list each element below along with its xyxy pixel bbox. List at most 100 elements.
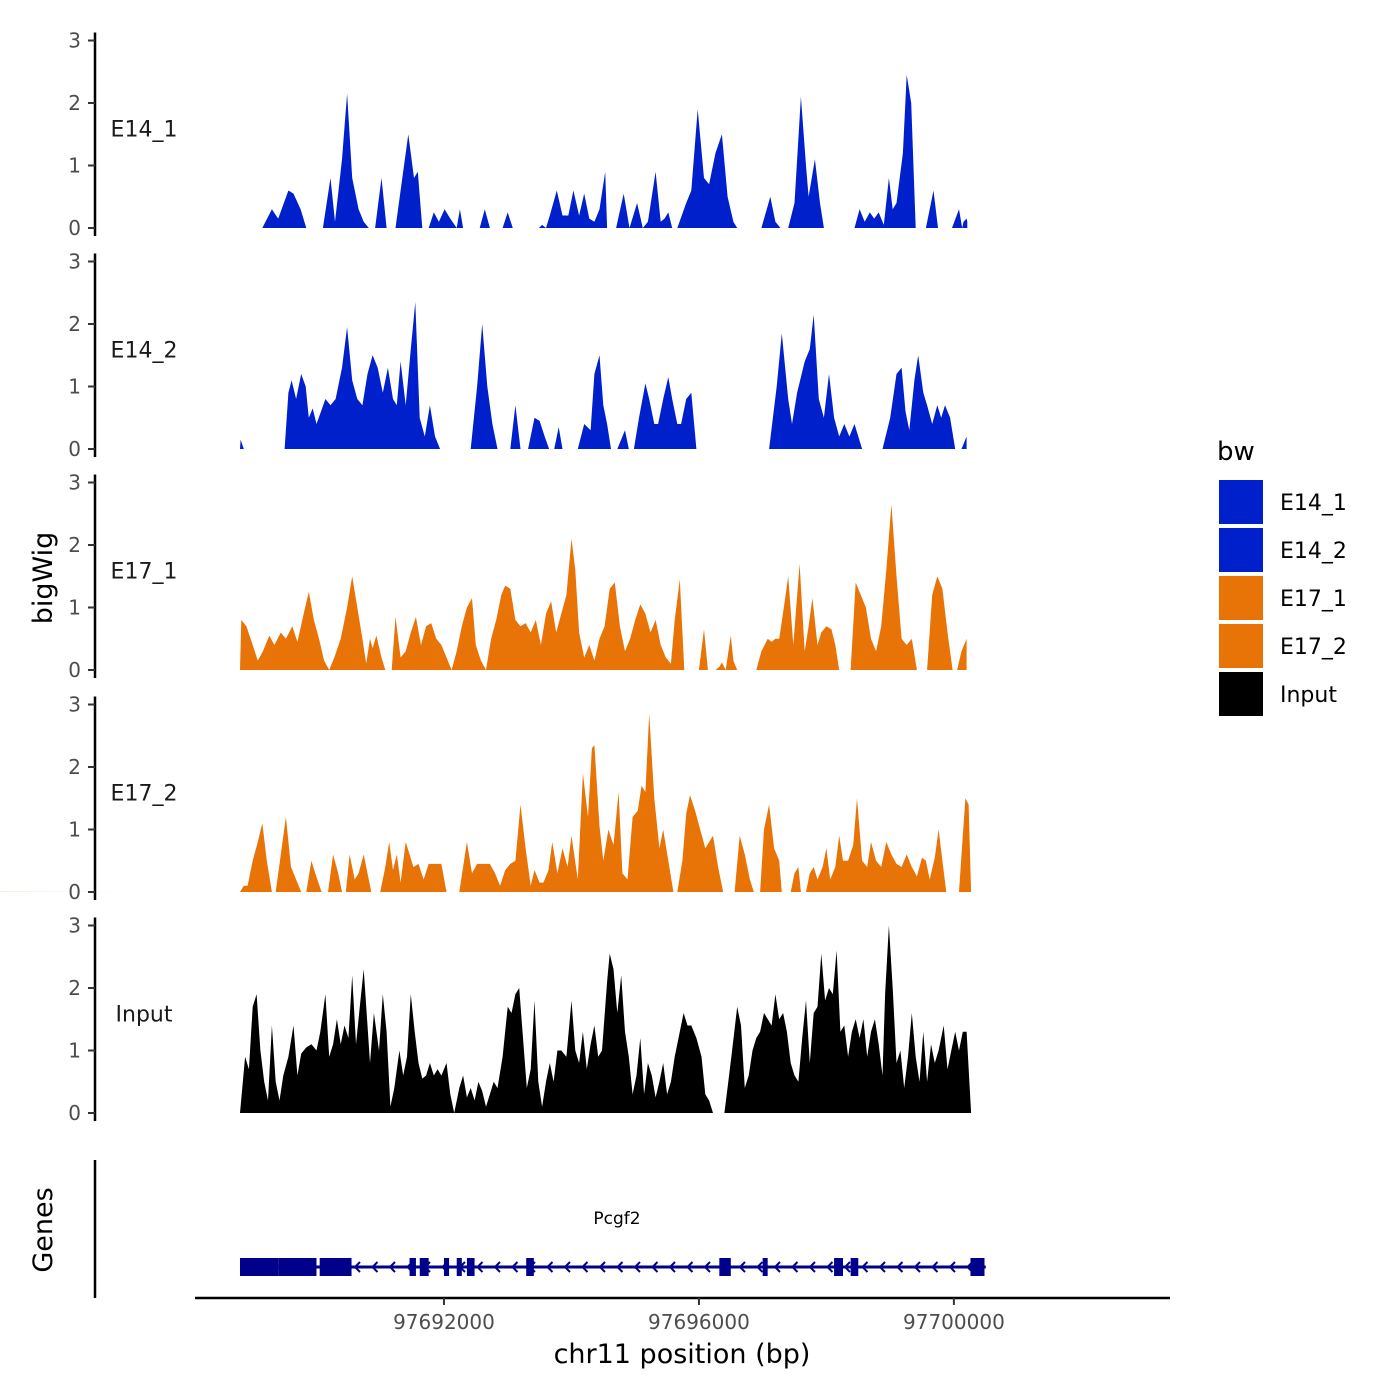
strand-arrow — [581, 1261, 589, 1273]
gene-exon — [419, 1258, 429, 1276]
y-tick-label: 2 — [68, 976, 81, 1000]
gene-exon — [443, 1258, 450, 1276]
coverage-area-E14_2 — [240, 302, 967, 449]
gene-exon — [970, 1258, 985, 1276]
strand-arrow — [546, 1261, 554, 1273]
genes-panel: Pcgf2 — [93, 1160, 986, 1298]
gene-exon — [526, 1258, 534, 1276]
strand-arrow — [878, 1261, 886, 1273]
strand-arrow — [948, 1261, 956, 1273]
strand-arrow — [773, 1261, 781, 1273]
gene-exon — [762, 1258, 768, 1276]
legend: bw E14_1 E14_2 E17_1 E17_2 Input — [1217, 437, 1347, 716]
y-tick-label: 3 — [68, 250, 81, 274]
strand-arrow — [808, 1261, 816, 1273]
strand-arrow — [843, 1261, 851, 1273]
strand-arrow — [861, 1261, 869, 1273]
track-E17_1: 0 1 2 3 E17_1 — [68, 471, 967, 682]
track-label: E17_1 — [111, 559, 178, 584]
y-tick-label: 1 — [68, 1039, 81, 1063]
gene-exon — [319, 1258, 352, 1276]
x-axis: 97692000 97696000 97700000 — [195, 1296, 1170, 1334]
x-axis-title: chr11 position (bp) — [554, 1339, 811, 1370]
x-tick-label: 97696000 — [648, 1310, 750, 1334]
strand-arrow — [633, 1261, 641, 1273]
strand-arrow — [738, 1261, 746, 1273]
coverage-area-E17_2 — [0, 713, 972, 892]
gene-name-label: Pcgf2 — [593, 1209, 640, 1229]
strand-arrow — [651, 1261, 659, 1273]
track-E14_2: 0 1 2 3 E14_2 — [68, 250, 967, 461]
strand-arrow — [563, 1261, 571, 1273]
y-tick-label: 0 — [68, 1101, 81, 1125]
legend-title: bw — [1217, 437, 1255, 467]
gene-exon — [240, 1258, 279, 1276]
genes-axis-title: Genes — [28, 1187, 59, 1272]
legend-key-Input — [1219, 672, 1263, 716]
track-E14_1: 0 1 2 3 E14_1 — [68, 29, 968, 240]
gene-exon — [409, 1258, 416, 1276]
legend-label: E14_1 — [1280, 491, 1347, 516]
legend-label: E17_2 — [1280, 635, 1347, 660]
y-tick-label: 1 — [68, 154, 81, 178]
strand-arrow — [511, 1261, 519, 1273]
legend-label: E17_1 — [1280, 587, 1347, 612]
coverage-area-E17_1 — [240, 504, 967, 670]
strand-arrow — [493, 1261, 501, 1273]
strand-arrow — [388, 1261, 396, 1273]
coverage-area-E14_1 — [262, 74, 968, 229]
legend-key-E14_1 — [1219, 480, 1263, 524]
gene-exon — [850, 1258, 859, 1276]
gene-exon — [466, 1258, 475, 1276]
strand-arrow — [913, 1261, 921, 1273]
gene-exon — [834, 1258, 843, 1276]
strand-arrow — [756, 1261, 764, 1273]
legend-label: Input — [1280, 683, 1337, 708]
strand-arrow — [931, 1261, 939, 1273]
strand-arrow — [826, 1261, 834, 1273]
legend-key-E17_2 — [1219, 624, 1263, 668]
y-tick-label: 0 — [68, 216, 81, 240]
y-tick-label: 2 — [68, 533, 81, 557]
track-label: E14_1 — [111, 117, 178, 142]
track-label: Input — [116, 1002, 173, 1027]
strand-arrow — [476, 1261, 484, 1273]
strand-arrow — [668, 1261, 676, 1273]
strand-arrow — [616, 1261, 624, 1273]
y-axis-title: bigWig — [28, 532, 59, 625]
gene-exon — [278, 1258, 317, 1276]
track-label: E14_2 — [111, 338, 178, 363]
legend-label: E14_2 — [1280, 539, 1347, 564]
y-tick-label: 2 — [68, 755, 81, 779]
y-tick-label: 3 — [68, 471, 81, 495]
gene-exon — [456, 1258, 462, 1276]
track-Input: 0 1 2 3 Input — [68, 914, 972, 1125]
strand-arrow — [791, 1261, 799, 1273]
y-tick-label: 2 — [68, 312, 81, 336]
strand-arrow — [353, 1261, 361, 1273]
y-tick-label: 3 — [68, 914, 81, 938]
strand-arrow — [896, 1261, 904, 1273]
legend-key-E17_1 — [1219, 576, 1263, 620]
y-tick-label: 3 — [68, 693, 81, 717]
y-tick-label: 1 — [68, 596, 81, 620]
x-tick-label: 97700000 — [903, 1310, 1005, 1334]
gene-exon — [719, 1258, 731, 1276]
y-tick-label: 2 — [68, 91, 81, 115]
strand-arrow — [686, 1261, 694, 1273]
y-tick-label: 1 — [68, 818, 81, 842]
x-tick-label: 97692000 — [393, 1310, 495, 1334]
y-tick-label: 1 — [68, 375, 81, 399]
strand-arrow — [371, 1261, 379, 1273]
legend-key-E14_2 — [1219, 528, 1263, 572]
y-tick-label: 0 — [68, 437, 81, 461]
y-tick-label: 3 — [68, 29, 81, 53]
y-tick-label: 0 — [68, 658, 81, 682]
track-panels: 0123E14_10123E14_20123E17_10123E17_20123… — [0, 29, 972, 1125]
strand-arrow — [598, 1261, 606, 1273]
strand-arrow — [703, 1261, 711, 1273]
coverage-area-Input — [240, 925, 972, 1113]
track-label: E17_2 — [111, 781, 178, 806]
